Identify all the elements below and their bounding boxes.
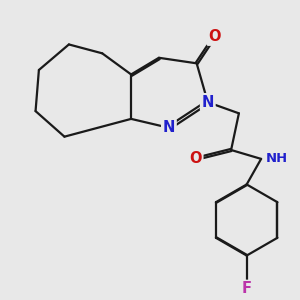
Text: O: O xyxy=(208,29,221,44)
Text: N: N xyxy=(163,120,175,135)
Text: NH: NH xyxy=(266,152,288,165)
Text: O: O xyxy=(189,152,202,166)
Text: N: N xyxy=(202,95,214,110)
Text: F: F xyxy=(242,281,252,296)
